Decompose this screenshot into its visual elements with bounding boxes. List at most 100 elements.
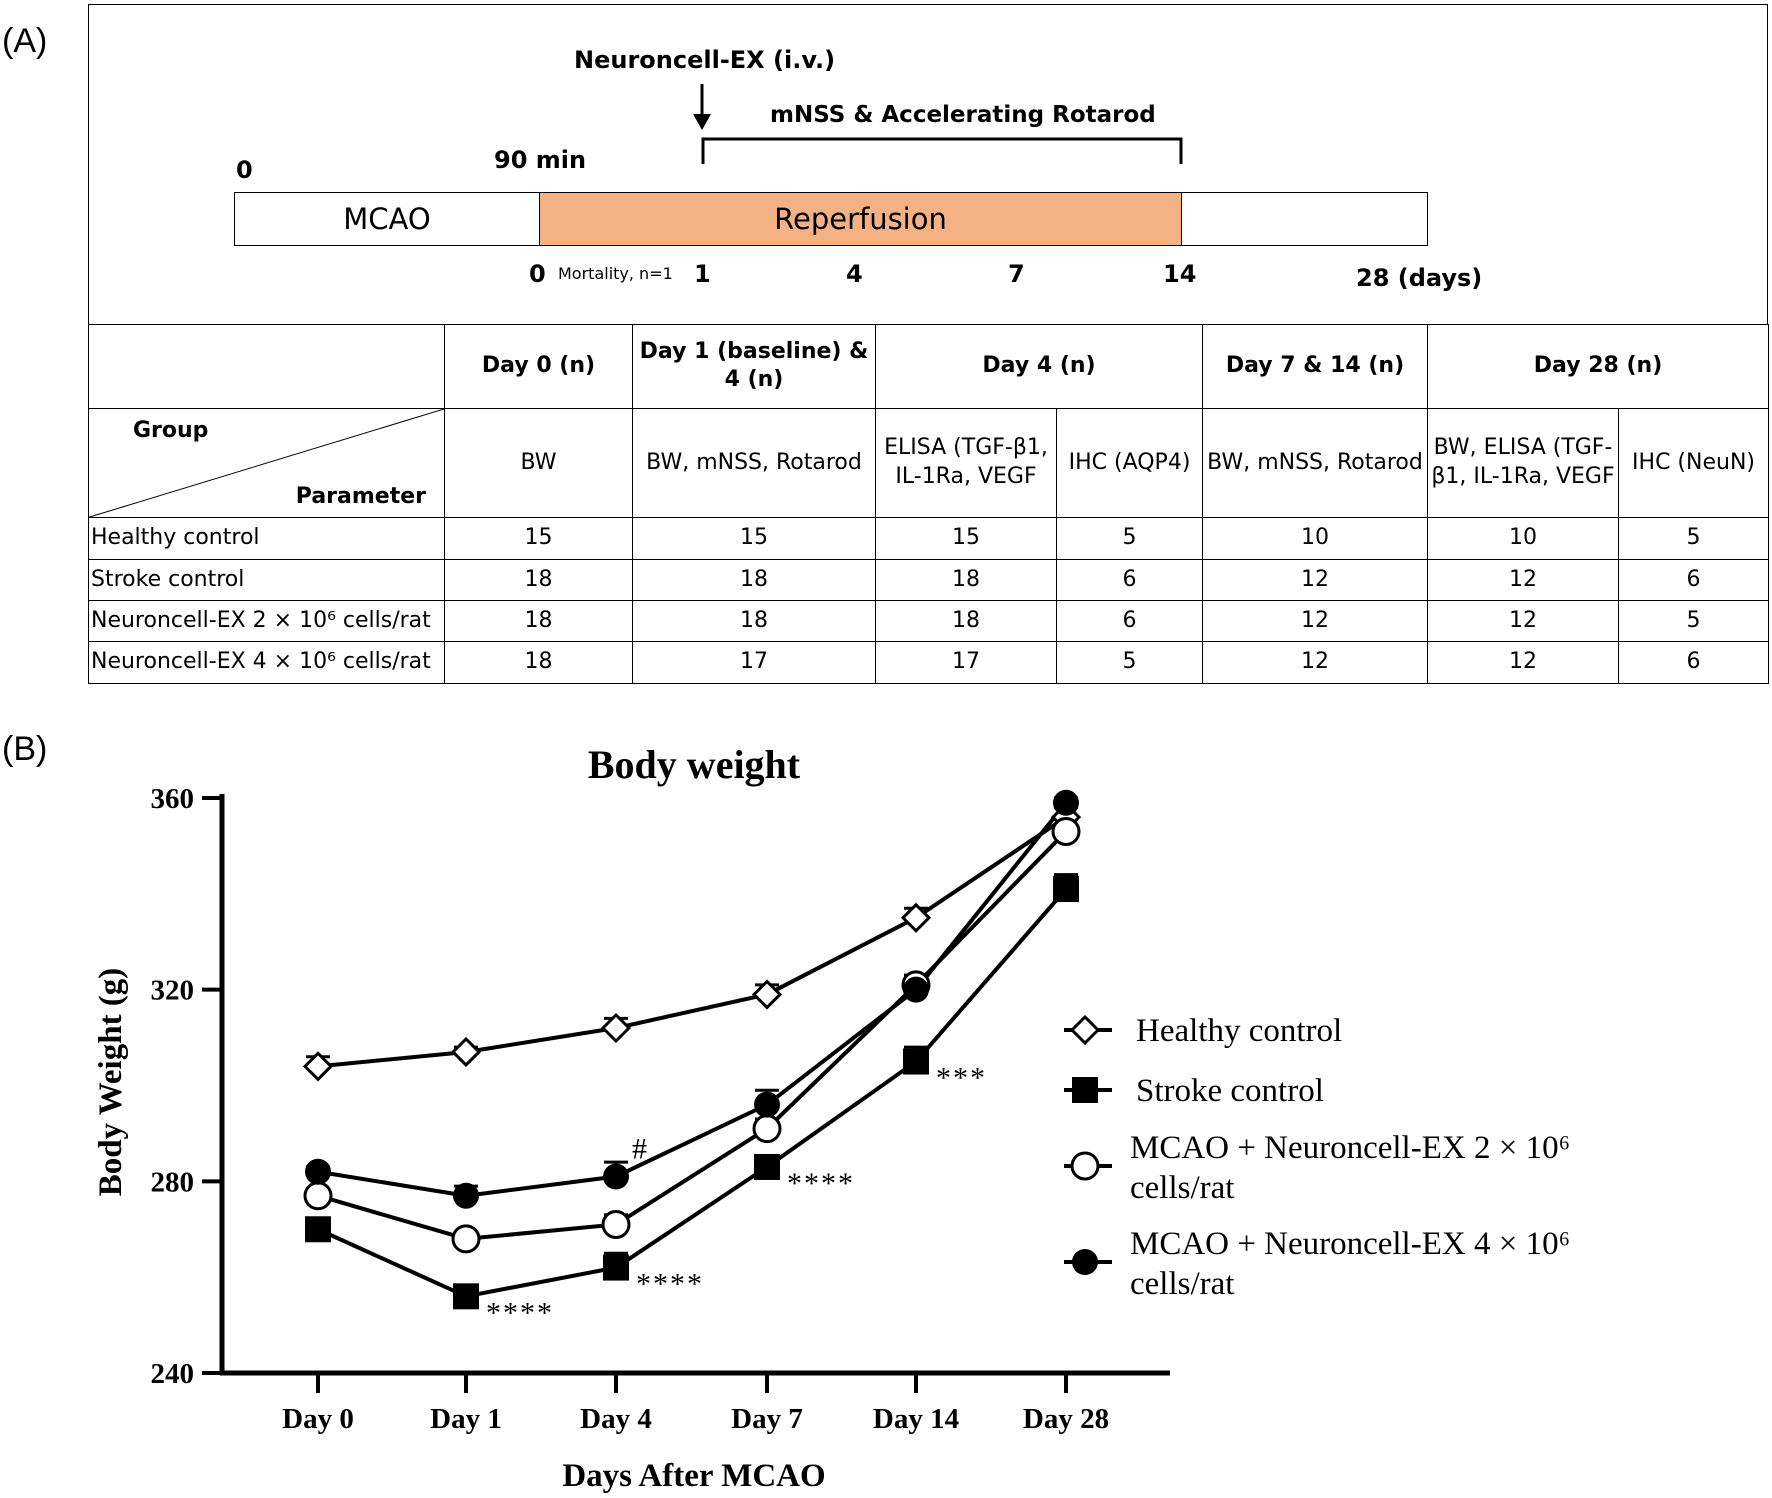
assessment-bracket <box>701 137 1183 164</box>
legend-label: Healthy control <box>1136 1013 1342 1049</box>
y-tick-label: 360 <box>151 783 195 815</box>
corner-group-label: Group <box>133 417 209 443</box>
series-line <box>317 887 1068 1299</box>
y-tick-label: 320 <box>151 975 195 1007</box>
day-tick-4: 4 <box>846 260 863 288</box>
table-cell: 18 <box>632 558 876 602</box>
table-cell: 18 <box>875 558 1057 602</box>
table-cell: 10 <box>1202 517 1429 560</box>
significance-marker: **** <box>787 1167 855 1200</box>
day-tick-1: 1 <box>694 260 711 288</box>
parameter-cell: BW, ELISA (TGF-β1, IL-1Ra, VEGF <box>1427 407 1620 519</box>
parameter-cell: ELISA (TGF-β1, IL-1Ra, VEGF <box>875 407 1057 519</box>
significance-marker: **** <box>636 1268 704 1301</box>
day-tick-0: 0 <box>529 260 546 288</box>
data-point <box>450 1036 482 1068</box>
data-point <box>601 1209 631 1239</box>
table-cell: 12 <box>1202 641 1429 684</box>
table-cell: 10 <box>1427 517 1620 560</box>
table-header-row: Day 0 (n) Day 1 (baseline) & 4 (n) Day 4… <box>88 324 1770 409</box>
injection-arrow-icon <box>693 84 711 130</box>
data-point <box>1053 876 1079 903</box>
y-axis-label: Body Weight (g) <box>93 968 129 1197</box>
table-row: Neuroncell-EX 4 × 10⁶ cells/rat 18 17 17… <box>88 641 1770 684</box>
follow-up-phase <box>1181 192 1428 246</box>
significance-marker: # <box>632 1133 647 1166</box>
legend-label: MCAO + Neuroncell-EX 4 × 10⁶ <box>1130 1226 1570 1262</box>
table-cell: 6 <box>1055 600 1204 643</box>
panel-a-label: (A) <box>2 22 48 60</box>
data-point <box>451 1224 481 1254</box>
data-point <box>754 1091 780 1118</box>
data-point <box>453 1283 479 1310</box>
chart-title: Body weight <box>588 742 801 787</box>
day-tick-14: 14 <box>1163 260 1197 288</box>
data-point <box>1053 789 1079 816</box>
timeline-frame <box>88 4 1768 324</box>
data-point <box>600 1012 632 1044</box>
panel-b-label: (B) <box>2 730 48 768</box>
legend-marker <box>1070 1151 1100 1181</box>
legend-marker <box>1069 1014 1101 1046</box>
table-cell: 18 <box>444 641 633 684</box>
table-row: Healthy control 15 15 15 5 10 10 5 <box>88 517 1770 560</box>
corner-parameter-label: Parameter <box>295 483 426 509</box>
significance-marker: *** <box>936 1062 987 1095</box>
legend-marker <box>1072 1249 1098 1275</box>
y-tick-label: 280 <box>151 1166 195 1198</box>
data-point <box>900 902 932 933</box>
injection-label: Neuroncell-EX (i.v.) <box>574 46 836 74</box>
table-cell: 17 <box>632 641 876 684</box>
data-point <box>302 1051 334 1082</box>
day-tick-28: 28 (days) <box>1356 264 1483 292</box>
series-line <box>317 801 1068 1198</box>
table-cell: 12 <box>1202 600 1429 643</box>
header-day0: Day 0 (n) <box>444 324 633 409</box>
table-cell: 18 <box>444 558 633 602</box>
header-day1-4: Day 1 (baseline) & 4 (n) <box>632 324 876 409</box>
legend-label: MCAO + Neuroncell-EX 2 × 10⁶ <box>1130 1130 1570 1166</box>
assessment-label: mNSS & Accelerating Rotarod <box>770 102 1156 128</box>
table-cell: 17 <box>875 641 1057 684</box>
group-schedule-table: Day 0 (n) Day 1 (baseline) & 4 (n) Day 4… <box>88 324 1770 684</box>
group-name: Neuroncell-EX 2 × 10⁶ cells/rat <box>88 600 445 643</box>
table-cell: 15 <box>875 517 1057 560</box>
parameter-row: Group Parameter BW BW, mNSS, Rotarod ELI… <box>88 407 1770 519</box>
start-label: 0 <box>236 156 253 184</box>
x-tick-label: Day 0 <box>282 1403 354 1435</box>
significance-marker: **** <box>486 1296 554 1329</box>
data-point <box>903 1048 929 1075</box>
data-point <box>754 1153 780 1180</box>
data-point <box>305 1158 331 1185</box>
x-tick-label: Day 14 <box>873 1403 959 1435</box>
parameter-cell: IHC (AQP4) <box>1055 407 1204 519</box>
legend-marker <box>1072 1077 1098 1103</box>
data-point <box>751 979 783 1010</box>
parameter-cell: IHC (NeuN) <box>1618 407 1770 519</box>
table-cell: 18 <box>444 600 633 643</box>
table-cell: 5 <box>1055 641 1204 684</box>
occlusion-duration-label: 90 min <box>494 146 587 174</box>
corner-diagonal <box>89 409 444 517</box>
legend-label: Stroke control <box>1136 1073 1324 1109</box>
table-cell: 5 <box>1618 600 1770 643</box>
x-tick-label: Day 7 <box>731 1403 803 1435</box>
x-tick-label: Day 28 <box>1023 1403 1109 1435</box>
table-cell: 15 <box>444 517 633 560</box>
mcao-phase: MCAO <box>234 192 540 246</box>
group-name: Neuroncell-EX 4 × 10⁶ cells/rat <box>88 641 445 684</box>
data-point <box>305 1216 331 1243</box>
table-cell: 12 <box>1427 558 1620 602</box>
legend-label: cells/rat <box>1130 1170 1234 1206</box>
table-row: Neuroncell-EX 2 × 10⁶ cells/rat 18 18 18… <box>88 600 1770 643</box>
x-axis-label: Days After MCAO <box>562 1458 825 1494</box>
data-point <box>603 1254 629 1281</box>
header-day28: Day 28 (n) <box>1427 324 1770 409</box>
legend-label: cells/rat <box>1130 1266 1234 1302</box>
reperfusion-phase: Reperfusion <box>539 192 1182 246</box>
corner-header-top <box>88 324 445 409</box>
table-cell: 12 <box>1202 558 1429 602</box>
table-cell: 18 <box>632 600 876 643</box>
group-parameter-corner: Group Parameter <box>88 407 445 519</box>
